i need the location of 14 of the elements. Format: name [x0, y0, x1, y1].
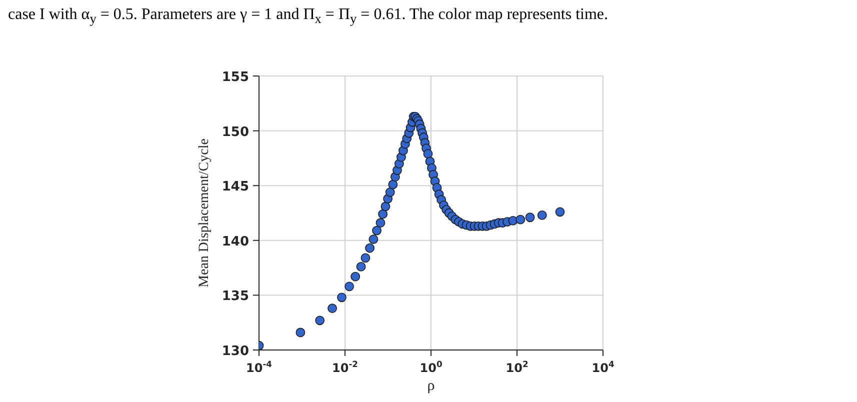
text: case I with α$_{y}$ = 0.5. Parameters are γ = 1 and Π$_{x}$ = Π$_{y}$ = 0.61. The color map represents time.	[8, 6, 609, 28]
y-tick-label: 155	[222, 70, 249, 85]
y-tick-label: 145	[222, 180, 249, 195]
x-axis-title: ρ	[427, 378, 435, 394]
x-tick-label: 10$^{4}$	[592, 359, 614, 375]
x-tick-label: 10$^{-4}$	[246, 359, 272, 375]
x-tick-label: 10$^{2}$	[506, 359, 528, 375]
y-tick-label: 140	[222, 234, 249, 250]
y-axis-title: Mean Displacement/Cycle	[196, 138, 212, 288]
y-tick-label: 130	[222, 344, 249, 359]
y-tick-label: 150	[222, 124, 249, 140]
x-tick-label: 10$^{0}$	[420, 359, 442, 375]
x-tick-label: 10$^{-2}$	[332, 359, 358, 375]
y-tick-label: 135	[222, 289, 249, 304]
